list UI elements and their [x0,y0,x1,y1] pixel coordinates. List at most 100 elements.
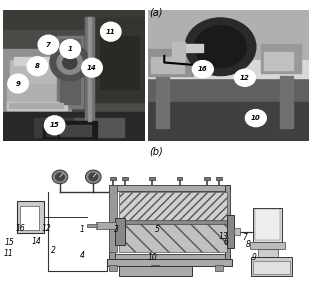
Bar [115,218,124,245]
Bar [216,177,222,180]
Text: 16: 16 [198,66,208,72]
Text: 12: 12 [42,224,51,233]
Bar [10,60,60,84]
Bar [225,185,231,259]
Bar [148,60,309,78]
Circle shape [185,18,256,76]
Bar [280,75,293,128]
Bar [9,103,63,108]
Circle shape [193,60,213,78]
Text: 14: 14 [87,65,97,71]
Text: 3: 3 [114,225,119,234]
Bar [151,265,159,271]
Bar [149,177,155,180]
Bar [148,50,193,76]
Circle shape [235,69,255,86]
Text: 9: 9 [16,81,21,86]
Text: 4: 4 [80,251,85,260]
Bar [183,44,203,52]
Bar [215,265,223,271]
Bar [3,112,145,141]
Bar [17,201,44,233]
Bar [109,254,231,259]
Circle shape [56,173,64,181]
Text: 1: 1 [80,225,85,234]
Bar [14,57,54,65]
Bar [95,17,145,102]
Bar [253,208,282,242]
Text: 10: 10 [251,115,261,121]
Circle shape [60,39,80,58]
Bar [20,206,39,230]
Text: (b): (b) [149,147,163,157]
Bar [227,215,234,248]
Bar [60,125,91,136]
Circle shape [195,26,246,68]
Bar [172,41,185,60]
Bar [250,242,285,249]
Bar [87,224,97,228]
Text: 8: 8 [245,240,250,249]
Circle shape [38,35,59,54]
Circle shape [100,22,121,41]
Bar [109,185,115,259]
Circle shape [82,58,102,77]
Bar [261,44,301,73]
Bar [119,266,192,276]
Bar [57,36,83,108]
Bar [109,185,231,191]
Text: 12: 12 [240,75,250,81]
Bar [96,222,116,229]
Bar [100,36,139,89]
Bar [107,259,232,266]
Bar [85,17,94,122]
Bar [46,125,57,136]
Text: 15: 15 [4,238,14,247]
Bar [110,177,116,180]
Text: 15: 15 [50,122,60,128]
Bar [3,30,145,122]
Circle shape [89,173,98,181]
Bar [264,52,293,70]
Bar [122,177,128,180]
Text: 8: 8 [35,63,40,69]
Bar [119,192,227,222]
Bar [3,50,71,112]
Text: 9: 9 [251,253,256,262]
Bar [43,122,97,139]
Bar [60,39,80,105]
Text: 11: 11 [106,29,116,35]
Text: 14: 14 [32,237,41,246]
Circle shape [27,57,48,76]
Bar [253,261,290,274]
Bar [251,257,292,276]
Bar [156,75,169,128]
Text: 7: 7 [242,233,247,242]
Text: 6: 6 [224,238,229,247]
Bar [74,118,124,137]
Circle shape [85,170,101,184]
Text: 2: 2 [51,246,56,255]
Text: (a): (a) [149,7,163,17]
Circle shape [44,116,65,135]
Bar [148,76,309,141]
Text: 13: 13 [218,232,228,241]
Text: 11: 11 [4,249,13,258]
Text: 5: 5 [155,225,160,234]
Bar [148,102,309,141]
Circle shape [63,56,77,69]
Bar [255,209,280,240]
Bar [148,10,309,69]
Circle shape [52,170,68,184]
Bar [119,222,227,252]
Bar [177,177,183,180]
Bar [88,17,91,122]
Bar [204,177,210,180]
Circle shape [246,109,266,127]
Circle shape [57,51,83,74]
Bar [34,118,91,137]
Bar [234,228,240,235]
Text: 10: 10 [148,253,157,262]
Text: 1: 1 [68,46,73,52]
Circle shape [50,44,90,81]
